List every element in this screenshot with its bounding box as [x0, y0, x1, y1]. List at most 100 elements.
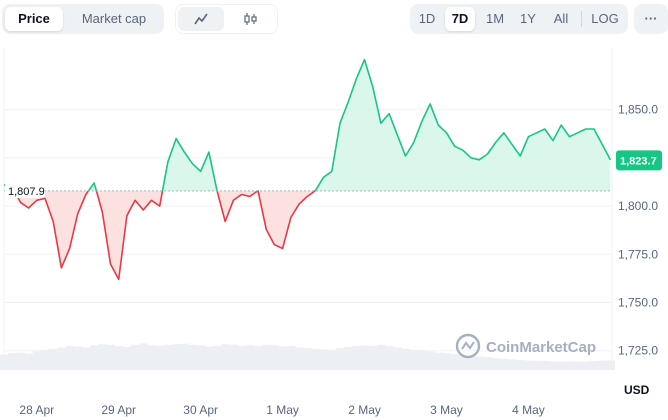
log-scale-button[interactable]: LOG [591, 11, 619, 26]
line-chart-icon[interactable] [178, 7, 224, 31]
volume-bar [507, 359, 517, 370]
volume-bar [81, 347, 91, 370]
x-tick-label-0: 28 Apr [19, 403, 54, 417]
current-price-badge: 1,823.7 [616, 150, 662, 171]
range-7d-button[interactable]: 7D [445, 7, 475, 31]
volume-bar [253, 346, 263, 370]
volume-bar [417, 350, 427, 370]
volume-bar [90, 345, 99, 370]
candlestick-icon[interactable] [228, 7, 274, 31]
area-fills [4, 59, 611, 280]
volume-bar [40, 349, 50, 370]
current-price-value: 1,823.7 [620, 155, 657, 167]
range-1m-button[interactable]: 1M [485, 11, 505, 26]
volume-bar [565, 361, 574, 370]
volume-bar [589, 361, 599, 370]
volume-bar [139, 343, 148, 370]
price-line-up-4 [161, 137, 218, 192]
volume-bar [409, 349, 419, 370]
volume-bar [581, 361, 591, 370]
volume-bar [122, 347, 132, 370]
more-menu-button[interactable]: ··· [634, 4, 668, 34]
range-1y-button[interactable]: 1Y [520, 11, 536, 26]
reference-value: 1,807.9 [8, 186, 45, 198]
volume-bar [286, 345, 296, 370]
volume-bar [147, 345, 157, 370]
volume-bar [262, 344, 271, 370]
volume-bar [442, 353, 452, 370]
volume-bar [106, 344, 116, 370]
area-above-ref-8 [315, 59, 611, 191]
volume-bars [0, 343, 615, 370]
volume-bar [491, 358, 501, 370]
volume-bar [270, 345, 279, 370]
range-all-button[interactable]: All [553, 11, 569, 26]
volume-bar [221, 344, 230, 370]
volume-bar [426, 351, 435, 370]
volume-bar [483, 357, 493, 370]
x-tick-label-1: 29 Apr [101, 403, 136, 417]
volume-bar [385, 346, 394, 370]
volume-bar [458, 355, 468, 370]
y-tick-label-5: 1,850.0 [618, 103, 658, 117]
volume-bar [368, 345, 378, 370]
volume-bar [32, 351, 42, 370]
volume-bar [548, 361, 558, 370]
volume-bar [131, 344, 140, 370]
volume-bar [155, 345, 165, 370]
volume-bar [8, 353, 17, 370]
volume-bar [532, 360, 542, 370]
volume-bar [335, 348, 345, 370]
volume-bar [352, 345, 361, 370]
range-selector: 1D 7D 1M 1Y All LOG [410, 4, 628, 34]
volume-bar [311, 349, 320, 370]
volume-bar [196, 345, 206, 370]
reference-label: 1,807.9 [5, 182, 45, 198]
volume-bar [401, 348, 411, 370]
price-line-down-7 [257, 190, 316, 250]
area-below-ref-3 [96, 190, 163, 280]
coinmarketcap-logo-icon [455, 333, 481, 359]
volume-bar [557, 361, 566, 370]
volume-bar [229, 344, 238, 370]
range-1d-button[interactable]: 1D [418, 11, 436, 26]
more-icon: ··· [644, 11, 658, 26]
tab-market-cap[interactable]: Market cap [81, 11, 147, 26]
volume-bar [163, 344, 173, 370]
chart-style-toggle [175, 4, 278, 34]
price-line-down-5 [216, 190, 259, 223]
area-below-ref-5 [217, 190, 258, 222]
range-divider [581, 11, 582, 27]
volume-bar [573, 361, 583, 370]
volume-bar [24, 353, 34, 370]
price-line-up-8 [314, 58, 612, 192]
volume-bar [204, 346, 214, 370]
volume-bar [0, 354, 9, 370]
x-tick-label-5: 3 May [430, 403, 463, 417]
volume-bar [303, 348, 312, 370]
volume-bar [524, 360, 533, 370]
volume-bar [16, 352, 25, 370]
y-tick-label-2: 1,775.0 [618, 247, 658, 261]
volume-bar [98, 344, 107, 370]
x-axis: 28 Apr 29 Apr 30 Apr 1 May 2 May 3 May 4 May [19, 403, 544, 417]
y-axis: 1,725.01,750.01,775.01,800.01,825.01,850… [618, 103, 658, 358]
volume-bar [393, 347, 402, 370]
volume-bar [294, 347, 304, 370]
volume-bar [606, 360, 615, 370]
volume-bar [327, 349, 337, 370]
volume-bar [516, 359, 525, 370]
volume-bar [188, 344, 198, 370]
area-below-ref-7 [258, 190, 316, 249]
volume-bar [540, 361, 550, 370]
y-tick-label-1: 1,750.0 [618, 296, 658, 310]
x-tick-label-3: 1 May [266, 403, 299, 417]
price-line-down-1 [13, 190, 90, 269]
volume-bar [278, 346, 288, 370]
area-below-ref-1 [14, 190, 89, 268]
volume-bar [360, 345, 370, 370]
metric-toggle: Price Market cap [2, 4, 164, 34]
volume-bar [172, 344, 181, 370]
tab-price[interactable]: Price [5, 7, 63, 31]
